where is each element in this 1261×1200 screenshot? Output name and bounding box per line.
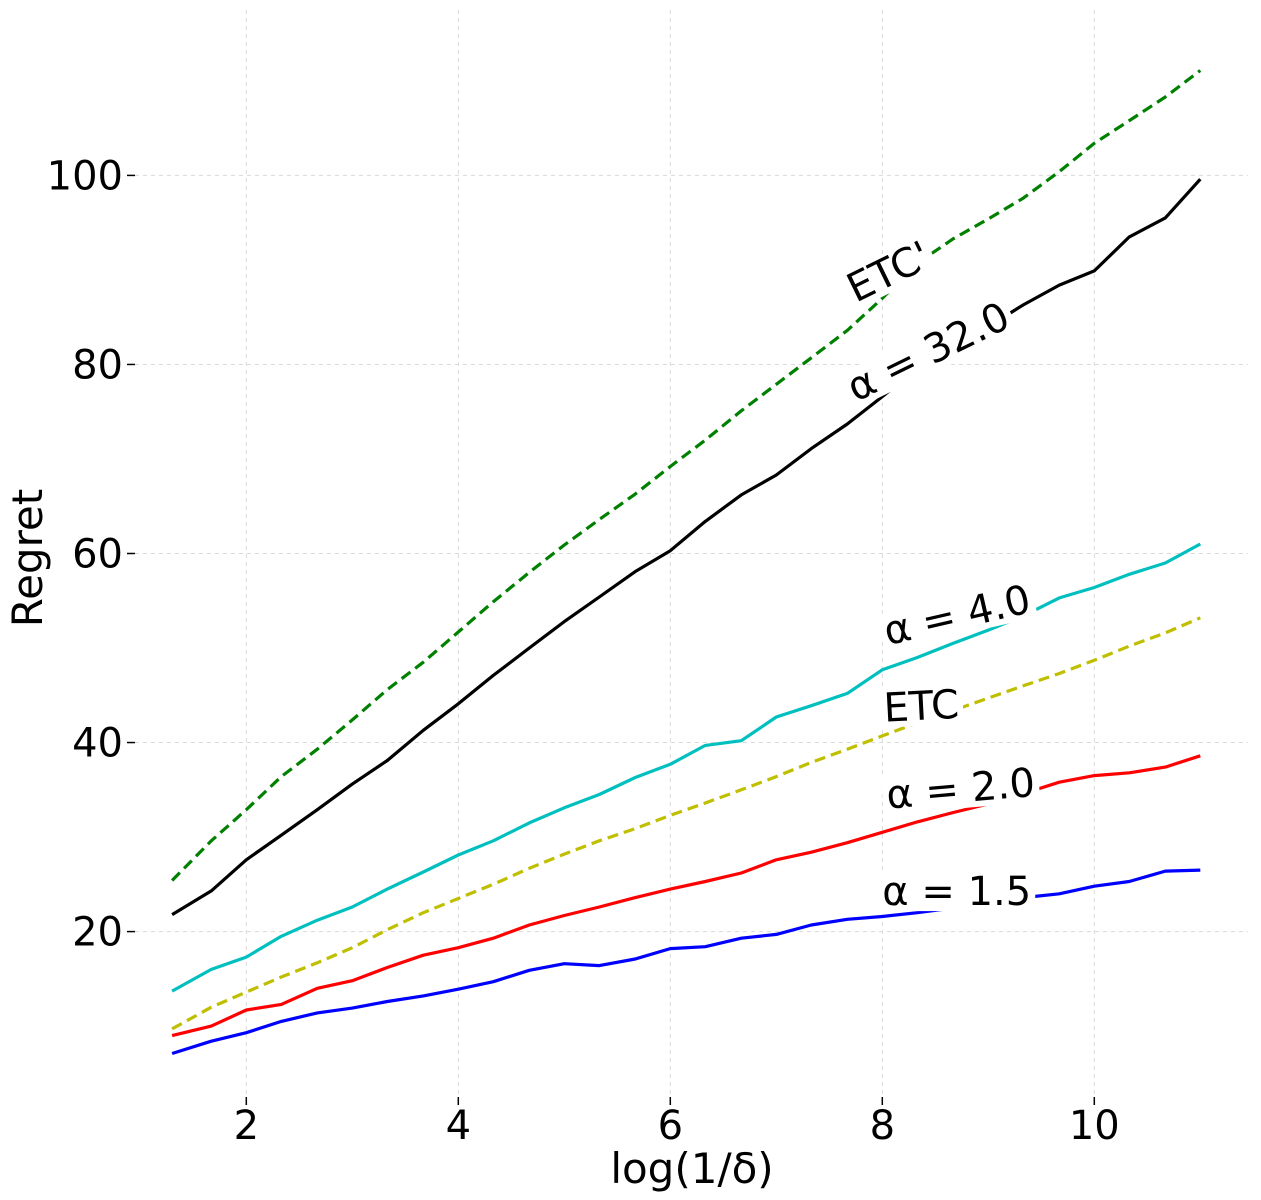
series-label-background	[876, 579, 1038, 652]
x-tick-label: 2	[234, 1103, 259, 1149]
series-line-4-0	[171, 542, 1202, 993]
series-label-background	[878, 873, 1036, 912]
x-tick-label: 10	[1069, 1103, 1120, 1149]
y-tick-label: 40	[72, 721, 123, 767]
tick-layer: 2 4 6 8 10 20 40 60 80 100	[47, 153, 1120, 1149]
series-line-1-5	[171, 868, 1201, 1056]
series-line-etc	[170, 69, 1202, 882]
x-tick-label: 8	[870, 1103, 895, 1149]
series-label-group: ETC'	[838, 233, 940, 312]
series-label-group: α = 4.0	[876, 577, 1038, 655]
x-tick-label: 6	[658, 1103, 683, 1149]
grid-layer	[135, 10, 1248, 1097]
y-tick-label: 60	[72, 532, 123, 578]
series-label-group: α = 2.0	[880, 760, 1041, 819]
series-label-group: α = 1.5	[878, 869, 1036, 915]
y-tick-label: 20	[72, 910, 123, 956]
series-label: ETC'	[840, 233, 938, 312]
series-label-background	[838, 295, 1019, 410]
y-tick-label: 100	[47, 153, 123, 199]
inline-labels: ETC'α = 32.0 α = 4.0 ETC α = 2.0 α = 1.5	[838, 233, 1041, 915]
x-tick-label: 4	[446, 1103, 471, 1149]
x-axis-label: log(1/δ)	[610, 1144, 773, 1193]
series-layer	[170, 69, 1202, 1056]
y-tick-label: 80	[72, 342, 123, 388]
series-label-group: ETC	[878, 682, 964, 732]
series-label: α = 2.0	[884, 760, 1036, 819]
series-label-background	[838, 234, 940, 311]
series-label-background	[880, 763, 1041, 816]
series-label: α = 1.5	[882, 869, 1031, 915]
series-line-etc	[171, 616, 1201, 1031]
y-axis-label: Regret	[3, 489, 52, 627]
series-label: ETC	[883, 682, 961, 732]
series-label-background	[878, 685, 964, 728]
series-line-32-0	[171, 178, 1202, 916]
series-label: α = 32.0	[840, 294, 1017, 412]
